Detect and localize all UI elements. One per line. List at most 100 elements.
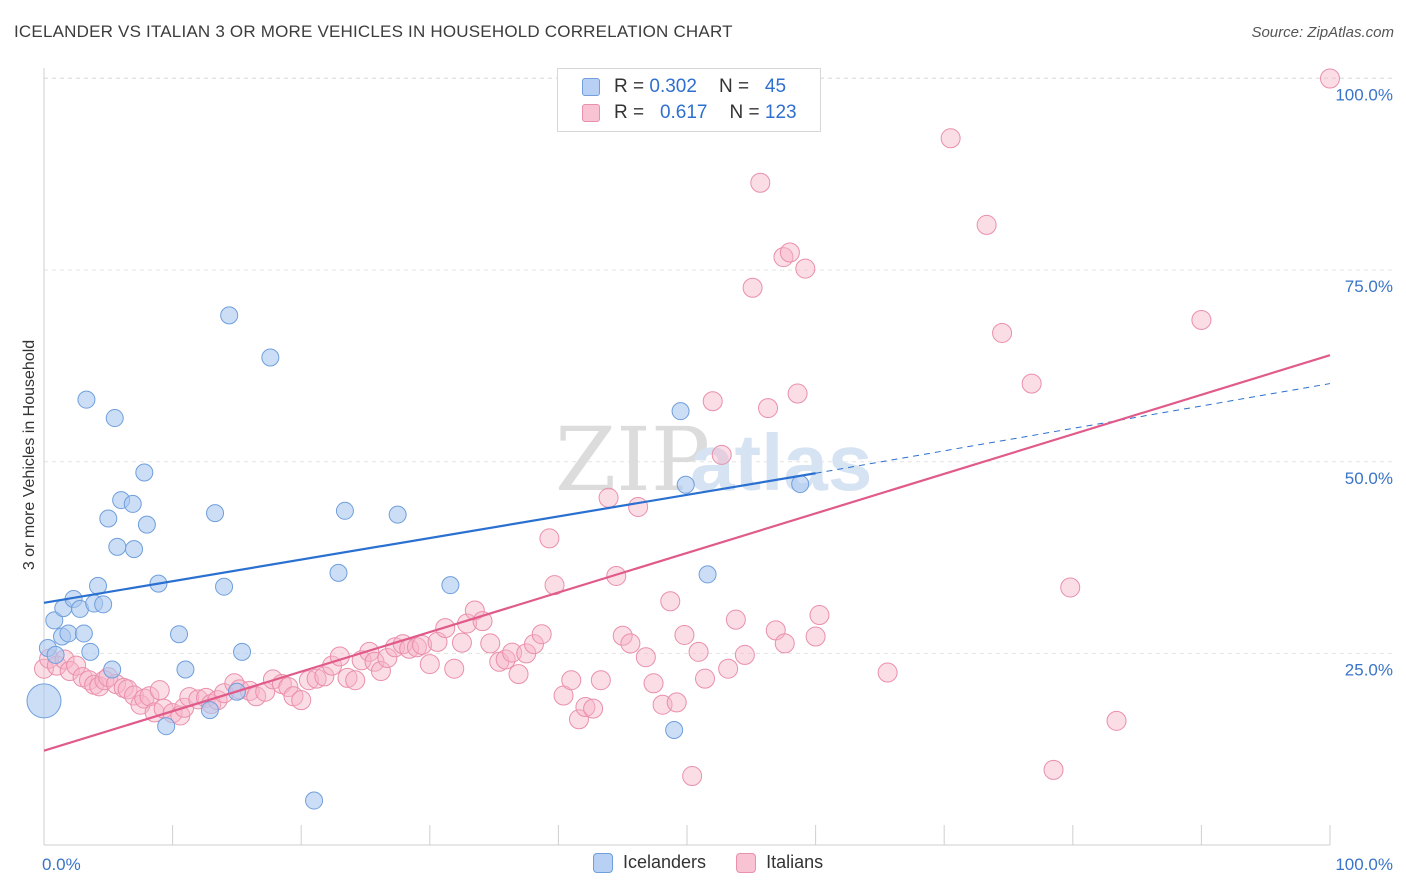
y-tick-label: 25.0% <box>1345 660 1393 679</box>
italians-point <box>725 609 746 630</box>
legend-item-icelanders: Icelanders <box>623 852 707 872</box>
italians-point <box>774 633 795 654</box>
y-tick-label: 50.0% <box>1345 469 1393 488</box>
italians-point <box>702 391 723 412</box>
italians-point <box>291 690 312 711</box>
icelanders-point <box>671 402 690 421</box>
icelanders-swatch <box>582 78 600 96</box>
x-tick-label-min: 0.0% <box>42 855 81 874</box>
icelanders-trend-extension <box>815 383 1331 474</box>
source-label: Source: ZipAtlas.com <box>1251 24 1394 41</box>
italians-point <box>561 670 582 691</box>
italians-point <box>246 686 267 707</box>
italians-point <box>976 214 997 235</box>
italians-point <box>406 637 427 658</box>
icelanders-point <box>103 660 122 679</box>
italians-point <box>1191 309 1212 330</box>
icelanders-point <box>26 683 62 719</box>
italians-point <box>612 625 633 646</box>
italians-point <box>568 709 589 730</box>
n-label: N = <box>729 102 760 123</box>
italians-point <box>117 679 138 700</box>
italians-point <box>620 633 641 654</box>
italians-point <box>1060 577 1081 598</box>
italians-point <box>660 591 681 612</box>
icelanders-point <box>81 642 100 661</box>
icelanders-point <box>125 540 144 559</box>
icelanders-point <box>123 494 142 513</box>
icelanders-point <box>388 505 407 524</box>
icelanders-point <box>157 717 176 736</box>
r-value: 0.617 <box>659 102 708 123</box>
y-tick-label: 75.0% <box>1345 277 1393 296</box>
italians-point <box>718 658 739 679</box>
r-label: R = <box>614 76 645 97</box>
icelanders-point <box>305 791 324 810</box>
italians-point <box>734 644 755 665</box>
italians-point <box>480 633 501 654</box>
italians-point <box>502 642 523 663</box>
italians-swatch <box>582 104 600 122</box>
italians-point <box>742 277 763 298</box>
italians-point <box>531 624 552 645</box>
n-value: 45 <box>764 76 787 97</box>
gridlines <box>44 77 1395 654</box>
italians-legend-swatch <box>736 852 757 873</box>
italians-point <box>419 654 440 675</box>
italians-point <box>464 600 485 621</box>
italians-point <box>377 647 398 668</box>
italians-point <box>575 697 596 718</box>
italians-point <box>329 646 350 667</box>
icelanders-point <box>94 595 113 614</box>
icelanders-point <box>698 565 717 584</box>
italians-point <box>278 677 299 698</box>
icelanders-point <box>46 645 65 664</box>
italians-point <box>695 668 716 689</box>
n-value: 123 <box>764 102 797 123</box>
r-value: 0.302 <box>649 76 697 97</box>
n-label: N = <box>718 76 750 97</box>
italians-point <box>134 688 155 709</box>
x-tick-label-max: 100.0% <box>1335 855 1393 874</box>
italians-point <box>682 766 703 787</box>
italians-point <box>1043 759 1064 780</box>
italians-point <box>337 667 358 688</box>
icelanders-point <box>215 577 234 596</box>
series-legend: Icelanders Italians <box>593 852 823 873</box>
icelanders-point <box>137 515 156 534</box>
italians-point <box>787 383 808 404</box>
watermark-atlas: atlas <box>690 418 872 507</box>
icelanders-point <box>233 642 252 661</box>
italians-point <box>444 658 465 679</box>
legend-row-icelanders: R = 0.302 N = 45 <box>582 75 786 99</box>
italians-point <box>711 444 732 465</box>
italians-point <box>539 528 560 549</box>
icelanders-trend-line <box>43 472 816 604</box>
icelanders-point <box>108 537 127 556</box>
italians-point <box>34 658 54 679</box>
y-tick-labels: 25.0% 50.0% 75.0% 100.0% <box>1335 86 1393 680</box>
italians-trend-line <box>43 354 1331 752</box>
icelanders-point <box>77 390 96 409</box>
icelanders-legend-swatch <box>593 852 613 873</box>
italians-point <box>451 632 472 653</box>
icelanders-point <box>206 504 225 523</box>
icelanders-point <box>676 475 695 494</box>
italians-point <box>508 664 529 685</box>
watermark: ZIP atlas <box>555 408 872 511</box>
italians-point <box>345 670 366 691</box>
icelanders-points <box>26 306 810 810</box>
italians-point <box>1021 373 1042 394</box>
italians-point <box>359 641 380 662</box>
italians-point <box>598 487 619 508</box>
legend-item-italians: Italians <box>766 852 824 872</box>
icelanders-point <box>335 501 354 520</box>
italians-point <box>805 626 826 647</box>
watermark-zip: ZIP <box>555 408 710 511</box>
italians-point <box>674 624 695 645</box>
icelanders-point <box>74 624 93 643</box>
italians-point <box>877 662 898 683</box>
icelanders-point <box>45 611 64 630</box>
stats-legend: R = 0.302 N = 45 R = 0.617 N = 123 <box>557 68 821 132</box>
